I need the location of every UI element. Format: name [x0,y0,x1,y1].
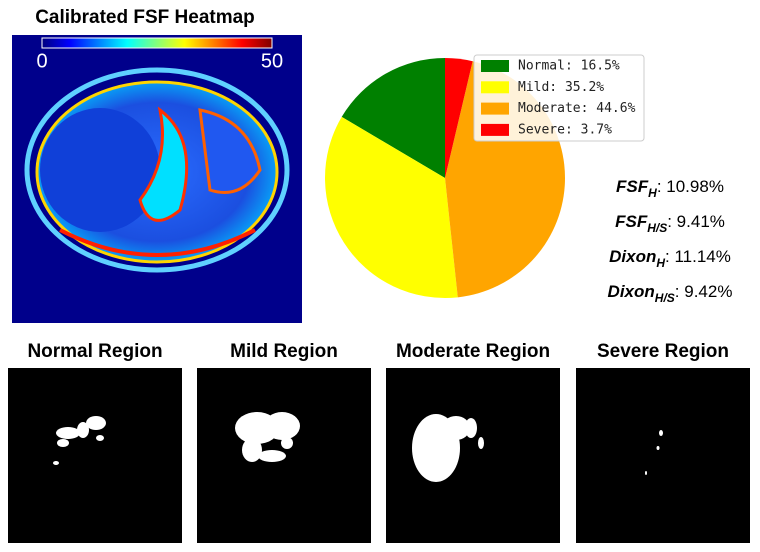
metric: DixonH: 11.14% [609,247,731,270]
mask-blob [465,418,477,438]
metric-subscript: H [656,256,665,270]
mask-blob [53,461,59,465]
legend-label: Mild: 35.2% [518,80,604,95]
metric-name: FSF [616,177,649,196]
region-mask [386,368,560,543]
region-mask [576,368,750,543]
body-outline [24,67,290,273]
mask-blob [656,446,660,450]
regions: Normal Region Mild Region Moderate Region S… [8,341,750,543]
metric-value: : 9.42% [675,282,733,301]
pie-slice [341,58,445,178]
metric-name: Dixon [608,282,655,301]
heatmap: Calibrated FSF Heatmap 0 50 [12,7,302,323]
metric-value: : 11.14% [665,247,731,266]
spine-edge [59,228,256,257]
legend-box [473,54,645,142]
pie-slice [445,58,473,178]
legend-swatch [481,81,509,94]
region-mask [8,368,182,543]
center-tissue [138,106,189,222]
mask-blob [281,437,293,449]
metric-subscript: H [648,186,657,200]
colorbar-label: 50 [261,50,283,72]
mask-blob [478,437,484,449]
mask-blob [56,427,80,439]
metric-name: FSF [615,212,648,231]
metric-value: : 9.41% [667,212,725,231]
mask-blob [77,422,89,438]
colorbar [41,37,273,49]
mask-blob [442,416,470,440]
metric-subscript: H/S [647,221,667,235]
mask-blob [86,416,106,430]
metric-value: : 10.98% [657,177,724,196]
mask-blob [258,450,286,462]
mask-blob [645,471,647,475]
region-title: Normal Region [27,341,162,362]
mask-blob [57,439,69,447]
heatmap-title: Calibrated FSF Heatmap [35,7,255,28]
stomach [198,108,262,194]
metric: DixonH/S: 9.42% [608,282,733,305]
mask-blob [264,412,300,440]
colorbar-label: 0 [36,50,47,72]
mask-blob [242,438,262,462]
legend-label: Severe: 3.7% [518,122,612,137]
metric: FSFH: 10.98% [616,177,724,200]
mask-blob [659,430,663,436]
legend-swatch [481,123,509,136]
pie-slice [325,116,458,298]
legend-label: Moderate: 44.6% [518,101,636,116]
legend-label: Normal: 16.5% [518,59,620,74]
metrics: FSFH: 10.98%FSFH/S: 9.41%DixonH: 11.14%D… [608,177,733,305]
region-title: Mild Region [230,341,338,362]
metric: FSFH/S: 9.41% [615,212,725,235]
metric-subscript: H/S [655,291,675,305]
legend: Normal: 16.5% Mild: 35.2% Moderate: 44.6% S… [473,54,645,142]
region-title: Moderate Region [396,341,550,362]
mask-blob [96,435,104,441]
legend-swatch [481,60,509,72]
region-title: Severe Region [597,341,729,362]
liver [40,108,160,232]
metric-name: Dixon [609,247,656,266]
legend-swatch [481,102,509,115]
